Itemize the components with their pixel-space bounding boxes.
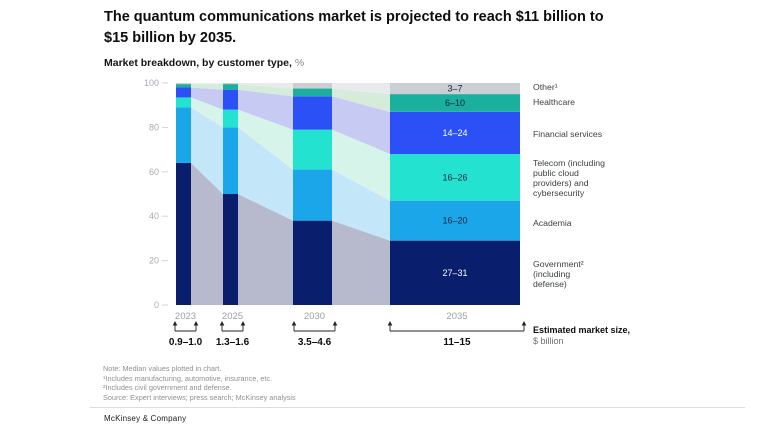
footnote-1: ¹Includes manufacturing, automotive, ins… bbox=[103, 373, 273, 383]
footnotes: Note: Median values plotted in chart. ¹I… bbox=[103, 364, 296, 402]
market-size-bracket bbox=[221, 325, 244, 332]
page-title: The quantum communications market is pro… bbox=[104, 9, 604, 46]
arrow-up-icon bbox=[172, 321, 178, 326]
chart-subtitle-text: Market breakdown, by customer type, bbox=[104, 57, 292, 69]
market-size-caption-unit: $ billion bbox=[533, 336, 564, 346]
flow-band-healthcare bbox=[238, 84, 293, 97]
bar-2035-healthcare bbox=[390, 94, 520, 112]
flow-band-government bbox=[238, 194, 293, 305]
arrow-up-icon bbox=[219, 321, 225, 326]
bar-2023-academia bbox=[176, 107, 191, 163]
flow-band-financial-services bbox=[332, 96, 390, 155]
legend-item-academia: Academia bbox=[533, 218, 572, 228]
arrow-up-icon bbox=[291, 321, 297, 326]
flow-band-other bbox=[238, 83, 293, 89]
bar-2035-financial-services bbox=[390, 111, 520, 155]
flow-band-government bbox=[332, 220, 390, 305]
segment-label-telecom: 16–26 bbox=[442, 172, 467, 182]
flow-band-healthcare bbox=[191, 84, 223, 90]
legend-item-financial-services: Financial services bbox=[533, 129, 603, 139]
flow-band-financial-services bbox=[238, 89, 293, 130]
bar-2035-other bbox=[390, 83, 520, 95]
market-size-bracket bbox=[389, 325, 525, 332]
market-size-bracket bbox=[293, 325, 336, 332]
arrow-up-icon bbox=[193, 321, 199, 326]
bar-2030-other bbox=[293, 83, 332, 89]
legend-item-government: Government² (including defense) bbox=[533, 259, 584, 289]
y-axis-tick-label: 40 bbox=[149, 211, 159, 221]
x-axis-label-2030: 2030 bbox=[304, 311, 325, 322]
chart-subtitle-unit: % bbox=[294, 57, 305, 69]
bar-2023-government bbox=[176, 162, 191, 305]
y-axis-tick-label: 100 bbox=[144, 78, 159, 88]
footnote-note: Note: Median values plotted in chart. bbox=[103, 364, 222, 373]
market-size-caption: Estimated market size, $ billion bbox=[533, 325, 635, 347]
y-axis-tick-label: 20 bbox=[149, 256, 159, 266]
flow-band-telecom bbox=[238, 109, 293, 170]
arrow-up-icon bbox=[387, 321, 393, 326]
market-size-value: 0.9–1.0 bbox=[169, 337, 203, 348]
segment-label-financial-services: 14–24 bbox=[442, 128, 467, 138]
x-axis-label-2025: 2025 bbox=[222, 311, 243, 322]
flow-band-academia bbox=[332, 169, 390, 241]
flow-band-academia bbox=[238, 127, 293, 221]
footnote-2: ²Includes civil government and defense. bbox=[103, 383, 232, 392]
bar-2025-healthcare bbox=[223, 84, 238, 90]
footer-divider bbox=[90, 407, 745, 408]
flow-band-government bbox=[191, 162, 223, 305]
arrow-up-icon bbox=[332, 321, 338, 326]
bar-2035-academia bbox=[390, 200, 520, 241]
segment-label-healthcare: 6–10 bbox=[445, 98, 465, 108]
brand-footer: McKinsey & Company bbox=[104, 414, 187, 423]
segment-label-other: 3–7 bbox=[447, 84, 462, 94]
bar-2023-other bbox=[176, 83, 191, 85]
market-size-caption-bold: Estimated market size, bbox=[533, 325, 631, 335]
bar-2030-government bbox=[293, 220, 332, 305]
bar-2025-government bbox=[223, 194, 238, 305]
x-axis-label-2023: 2023 bbox=[175, 311, 196, 322]
flow-band-academia bbox=[191, 107, 223, 194]
flow-band-telecom bbox=[191, 97, 223, 128]
legend-item-other: Other¹ bbox=[533, 82, 558, 92]
segment-label-government: 27–31 bbox=[442, 268, 467, 278]
flow-band-other bbox=[191, 83, 223, 85]
bar-2025-telecom bbox=[223, 109, 238, 128]
arrow-up-icon bbox=[240, 321, 246, 326]
flow-band-other bbox=[332, 83, 390, 95]
bar-2030-healthcare bbox=[293, 88, 332, 97]
bar-2025-academia bbox=[223, 127, 238, 194]
flow-band-financial-services bbox=[191, 87, 223, 110]
bar-2030-financial-services bbox=[293, 96, 332, 130]
bar-2023-healthcare bbox=[176, 84, 191, 88]
y-axis-tick-label: 0 bbox=[154, 300, 159, 310]
segment-label-academia: 16–20 bbox=[442, 216, 467, 226]
market-size-value: 1.3–1.6 bbox=[216, 337, 250, 348]
bar-2030-academia bbox=[293, 169, 332, 221]
bar-2035-government bbox=[390, 240, 520, 305]
market-size-bracket bbox=[174, 325, 197, 332]
x-axis-label-2035: 2035 bbox=[446, 311, 467, 322]
footnote-source: Source: Expert interviews; press search;… bbox=[103, 392, 296, 402]
legend-item-telecom: Telecom (including public cloud provider… bbox=[533, 158, 605, 198]
bar-2035-telecom bbox=[390, 154, 520, 201]
flow-band-healthcare bbox=[332, 88, 390, 112]
market-size-value: 3.5–4.6 bbox=[298, 337, 332, 348]
bar-2030-telecom bbox=[293, 129, 332, 170]
y-axis-tick-label: 80 bbox=[149, 122, 159, 132]
chart-subtitle: Market breakdown, by customer type,% bbox=[104, 57, 304, 69]
y-axis-tick-label: 60 bbox=[149, 167, 159, 177]
flow-band-telecom bbox=[332, 129, 390, 201]
bar-2025-financial-services bbox=[223, 89, 238, 110]
bar-2023-telecom bbox=[176, 97, 191, 108]
bar-2025-other bbox=[223, 83, 238, 85]
arrow-up-icon bbox=[521, 321, 527, 326]
bar-2023-financial-services bbox=[176, 87, 191, 98]
legend-item-healthcare: Healthcare bbox=[533, 97, 576, 107]
market-size-value: 11–15 bbox=[443, 337, 471, 348]
